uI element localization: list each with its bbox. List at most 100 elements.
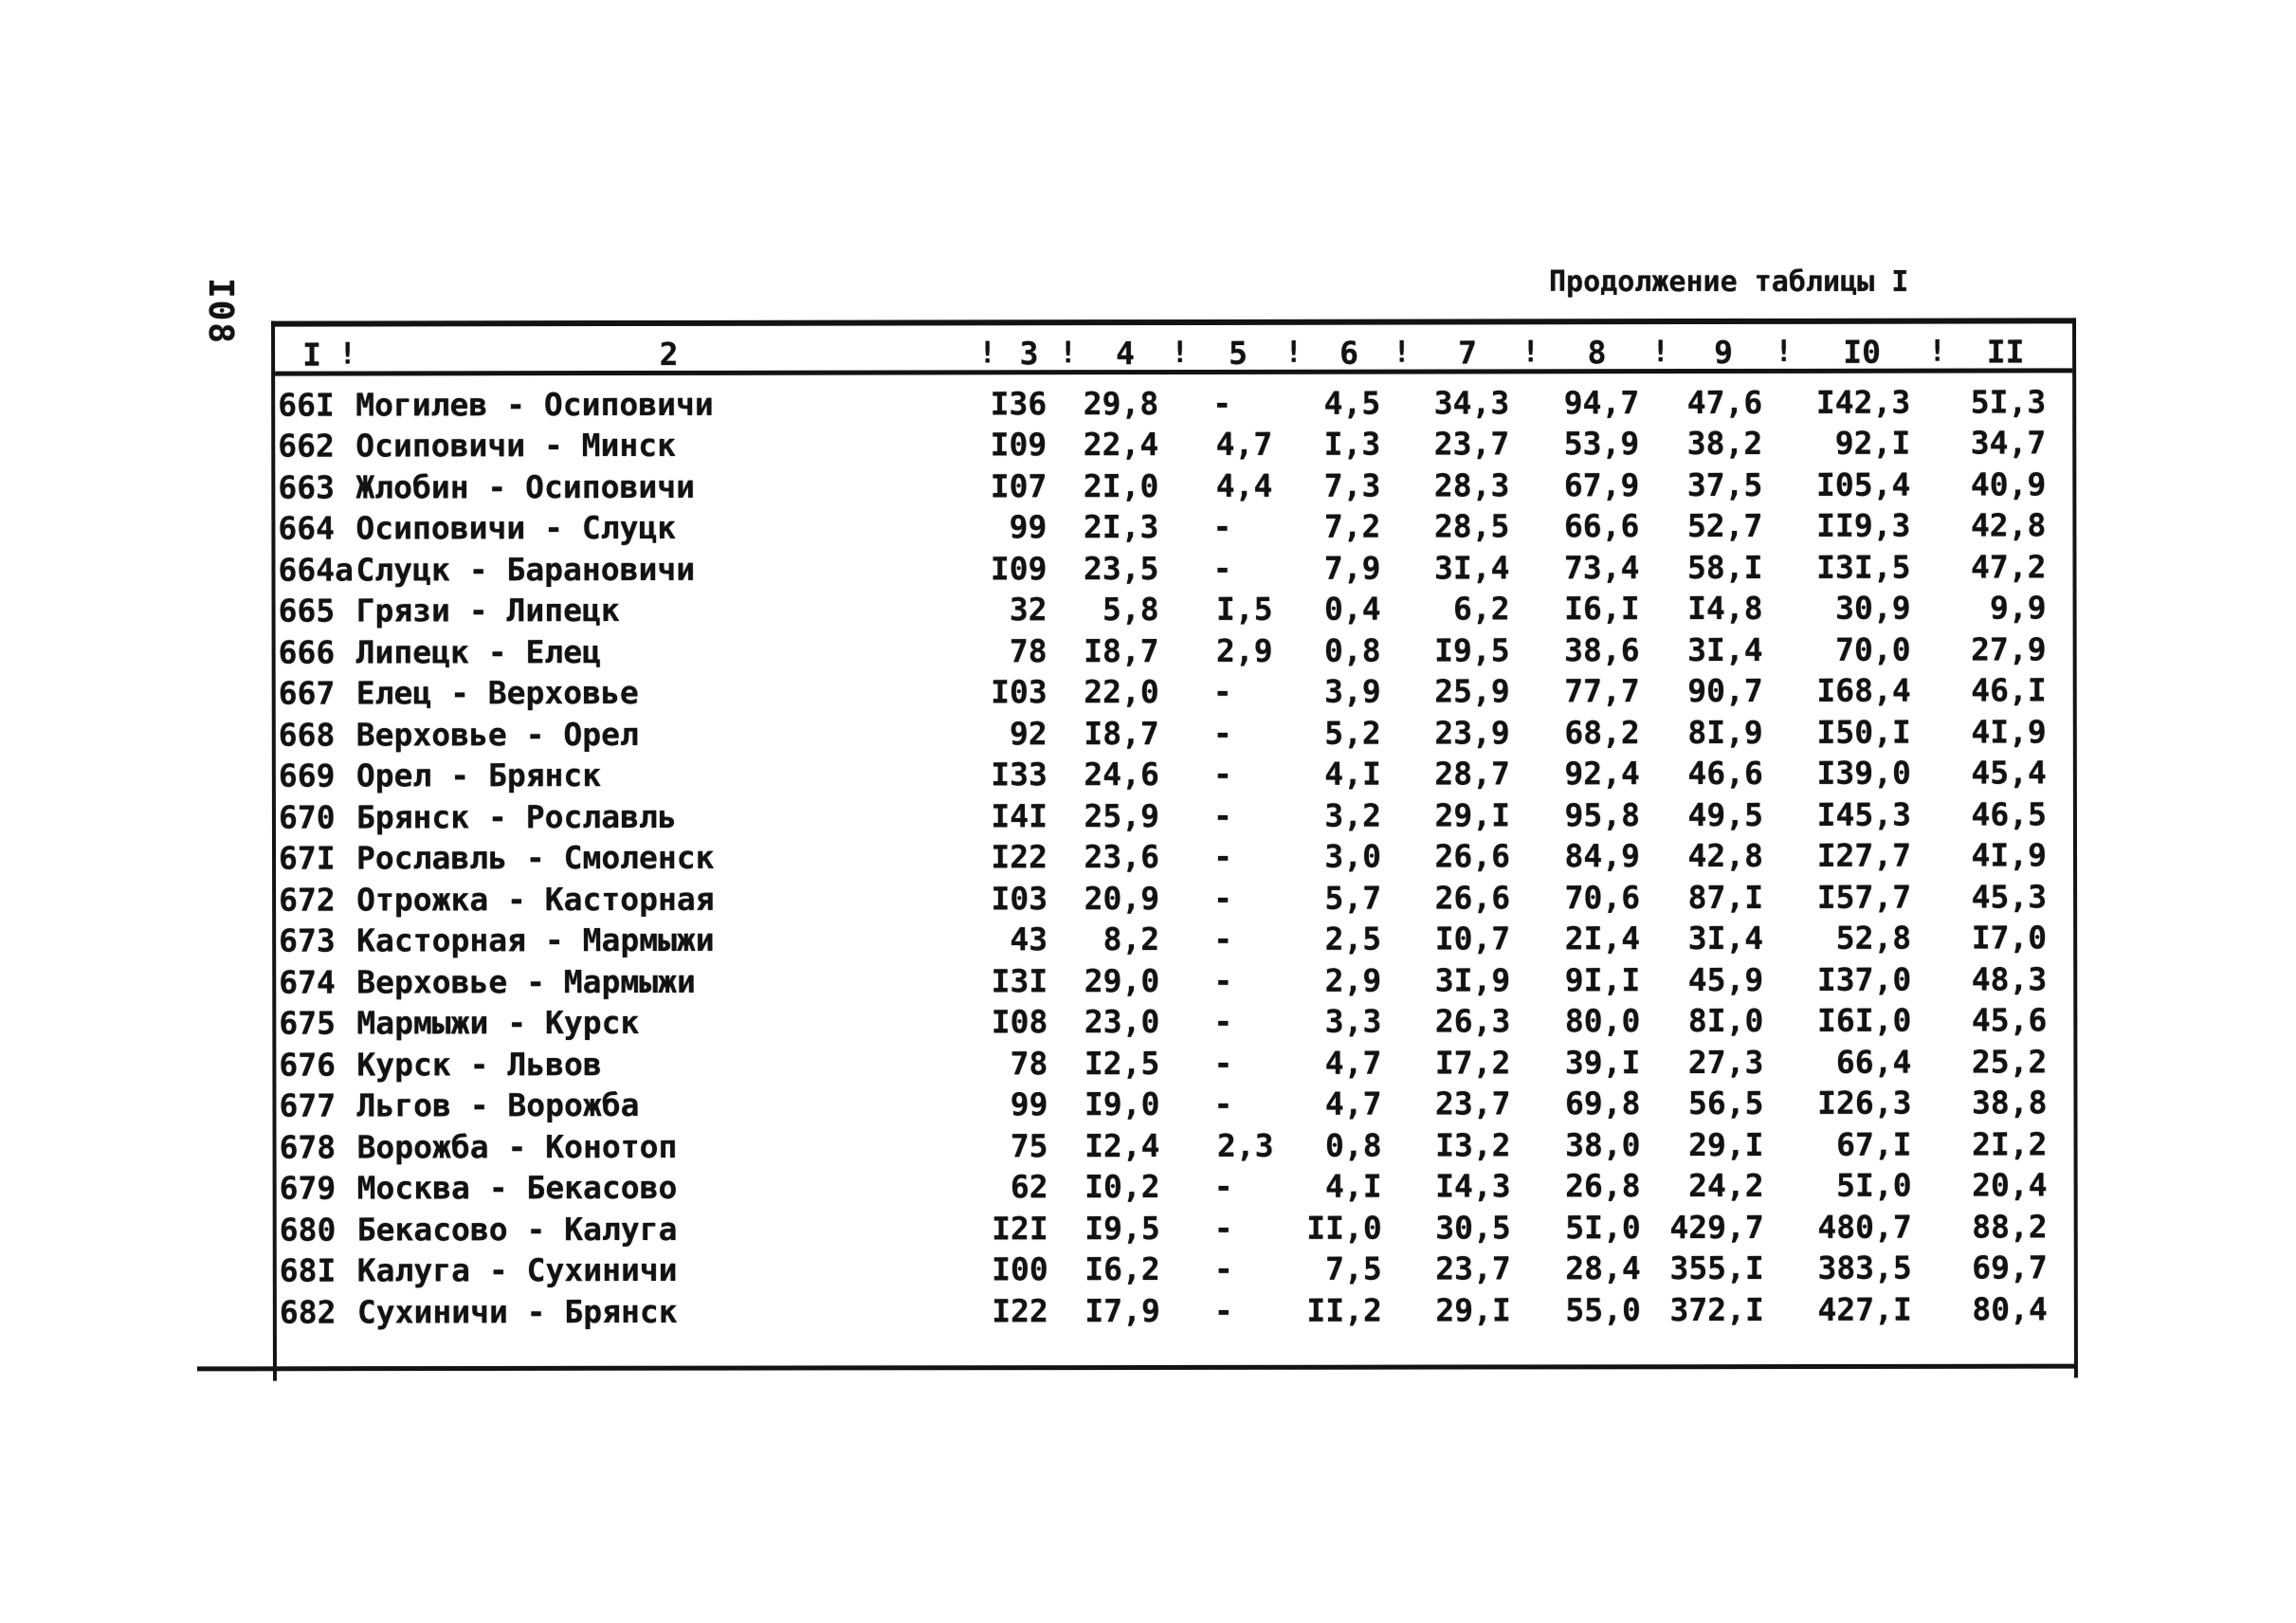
- value-cell: 66,4: [1835, 1043, 1912, 1081]
- value-cell: I4,8: [1687, 590, 1763, 628]
- value-cell: 99: [1010, 1085, 1048, 1123]
- value-cell: I0,7: [1434, 920, 1511, 957]
- column-header: 4!: [1069, 335, 1189, 372]
- value-cell: I42,3: [1815, 383, 1911, 421]
- value-cell: 34,7: [1970, 424, 2047, 462]
- value-cell: 26,6: [1434, 837, 1511, 875]
- segment-name: Орел - Брянск: [355, 757, 602, 794]
- value-cell: 20,9: [1084, 879, 1160, 917]
- table-row: 679 Москва - Бекасово 62 I0,2 - 4,I I4,3 26,8 24…: [277, 1165, 2074, 1210]
- value-cell: -: [1212, 549, 1232, 587]
- value-cell: 38,2: [1686, 425, 1763, 463]
- value-cell: 29,I: [1435, 1291, 1511, 1329]
- value-cell: 23,9: [1434, 714, 1510, 752]
- value-cell: 23,5: [1083, 549, 1159, 587]
- value-cell: I9,5: [1434, 631, 1510, 669]
- value-cell: 5I,3: [1970, 383, 2047, 421]
- value-cell: -: [1212, 384, 1232, 422]
- value-cell: 5I,0: [1565, 1208, 1641, 1247]
- value-cell: 4,I: [1324, 755, 1381, 793]
- table-row: 670 Брянск - Рославль I4I 25,9 - 3,2 29,I 95,8 4…: [276, 793, 2073, 838]
- value-cell: 38,0: [1565, 1125, 1641, 1164]
- column-header-label: I0: [1843, 333, 1881, 371]
- value-cell: I4I: [991, 796, 1048, 835]
- value-cell: -: [1212, 673, 1232, 711]
- value-cell: II9,3: [1816, 506, 1911, 545]
- row-number: 666: [278, 633, 336, 671]
- value-cell: 4I,9: [1971, 713, 2047, 751]
- segment-name: Сухиничи - Брянск: [356, 1292, 678, 1331]
- row-number: 675: [279, 1004, 336, 1042]
- value-cell: 2,3: [1216, 1126, 1274, 1164]
- row-number: 674: [279, 963, 336, 1001]
- row-number: 680: [279, 1211, 337, 1249]
- table-body: 66I Могилев - Осиповичи I36 29,8 - 4,5 34,3 94,…: [275, 373, 2074, 1333]
- value-cell: 3I,4: [1687, 630, 1763, 668]
- value-cell: 25,9: [1084, 796, 1159, 834]
- value-cell: I6,I: [1564, 590, 1640, 628]
- value-cell: 46,5: [1971, 795, 2047, 833]
- value-cell: 26,6: [1434, 879, 1511, 917]
- value-cell: 87,I: [1687, 878, 1764, 916]
- value-cell: 9I,I: [1564, 960, 1641, 999]
- segment-name: Льгов - Ворожба: [356, 1086, 640, 1124]
- value-cell: I03: [991, 879, 1048, 918]
- value-cell: 2I,2: [1972, 1125, 2048, 1163]
- row-number: 672: [279, 881, 336, 919]
- column-header: 3!: [989, 335, 1078, 373]
- value-cell: 45,9: [1687, 960, 1764, 998]
- value-cell: 55,0: [1565, 1290, 1641, 1329]
- value-cell: I3,2: [1435, 1126, 1511, 1164]
- value-cell: 80,4: [1972, 1290, 2048, 1328]
- column-header: I0!: [1785, 333, 1946, 371]
- value-cell: 42,8: [1970, 506, 2047, 544]
- value-cell: 38,6: [1564, 630, 1640, 669]
- table-row: 666 Липецк - Елец 78 I8,7 2,9 0,8 I9,5 38,6 3I,4…: [276, 629, 2073, 673]
- value-cell: 27,9: [1971, 630, 2047, 668]
- value-cell: 94,7: [1563, 383, 1640, 422]
- value-cell: 2I,0: [1083, 466, 1159, 504]
- table-row: 668 Верховье - Орел 92 I8,7 - 5,2 23,9 68,2 8I,9…: [276, 711, 2073, 756]
- value-cell: 23,7: [1433, 425, 1510, 463]
- table-row: 667 Елец - Верховье I03 22,0 - 3,9 25,9 77,7 90,…: [276, 670, 2073, 715]
- value-cell: 4,4: [1215, 466, 1273, 504]
- column-header: I!: [275, 337, 356, 374]
- segment-name: Могилев - Осиповичи: [355, 385, 714, 424]
- value-cell: 0,8: [1323, 631, 1381, 669]
- value-cell: I7,0: [1971, 919, 2048, 957]
- value-cell: I9,5: [1084, 1209, 1160, 1247]
- segment-name: Отрожка - Касторная: [356, 880, 715, 919]
- value-cell: 23,0: [1084, 1003, 1160, 1041]
- value-cell: I,3: [1323, 425, 1381, 463]
- row-number: 678: [279, 1128, 337, 1166]
- value-cell: 67,I: [1836, 1125, 1912, 1163]
- value-cell: I37,0: [1816, 960, 1912, 998]
- value-cell: -: [1212, 756, 1232, 793]
- value-cell: -: [1213, 879, 1233, 917]
- value-cell: I,5: [1215, 591, 1273, 629]
- row-number: 668: [278, 716, 336, 754]
- value-cell: 8I,0: [1687, 1002, 1764, 1040]
- value-cell: I33: [991, 756, 1048, 793]
- table-row: 677 Льгов - Ворожба 99 I9,0 - 4,7 23,7 69,8 56,5…: [276, 1083, 2073, 1127]
- column-header-label: 3: [1019, 335, 1039, 373]
- column-header: 2!: [349, 336, 997, 373]
- value-cell: 5,7: [1324, 879, 1382, 917]
- row-number: 676: [279, 1046, 337, 1084]
- value-cell: 372,I: [1669, 1290, 1764, 1328]
- value-cell: 2I,4: [1564, 920, 1641, 957]
- value-cell: 3I,4: [1687, 920, 1764, 957]
- value-cell: I09: [990, 426, 1048, 464]
- row-number: 682: [279, 1293, 337, 1331]
- value-cell: I50,I: [1816, 713, 1911, 751]
- value-cell: 77,7: [1564, 672, 1640, 710]
- value-cell: 26,3: [1434, 1002, 1511, 1040]
- column-header: II: [1939, 333, 2072, 370]
- segment-name: Курск - Львов: [356, 1045, 602, 1084]
- segment-name: Слуцк - Барановичи: [355, 550, 696, 589]
- segment-name: Верховье - Орел: [355, 715, 639, 754]
- value-cell: 6,2: [1452, 590, 1510, 628]
- segment-name: Калуга - Сухиничи: [356, 1251, 678, 1289]
- value-cell: 62: [1010, 1168, 1048, 1206]
